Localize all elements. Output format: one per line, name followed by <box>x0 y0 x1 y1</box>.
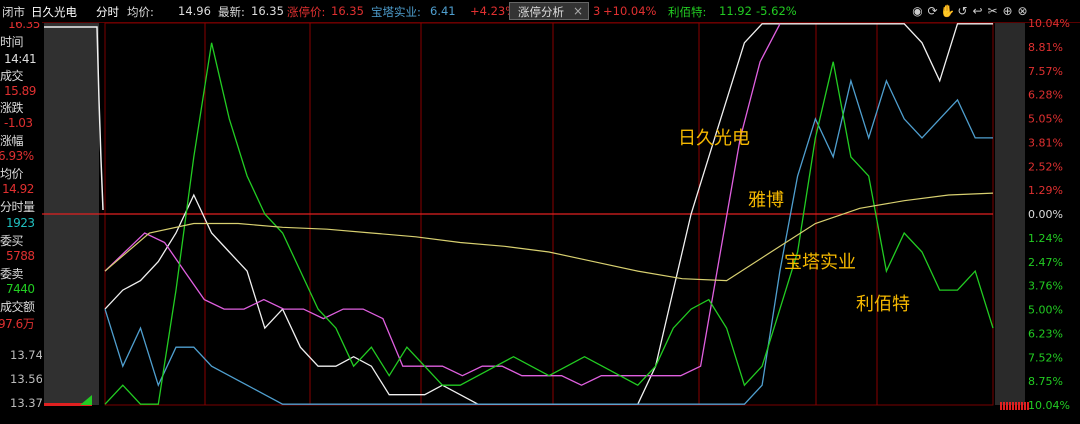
compare2-pct: +10.04% <box>603 4 657 18</box>
time-label: 时间 <box>0 35 24 49</box>
plus-icon[interactable]: ⊕ <box>1002 4 1013 18</box>
y-tick-right: 6.28% <box>1028 89 1063 102</box>
stock-name[interactable]: 日久光电 <box>31 5 77 19</box>
series-line <box>104 42 994 405</box>
volume-bar <box>1006 402 1008 410</box>
y-tick-left: 13.37 <box>10 396 42 410</box>
compare3-value: 11.92 <box>719 4 752 18</box>
limit-label: 涨停价: <box>287 5 326 19</box>
avg-value: 14.96 <box>178 4 211 18</box>
back-icon[interactable]: ↩ <box>972 4 983 18</box>
y-tick-right: 5.05% <box>1028 113 1063 126</box>
compare3-pct: -5.62% <box>756 4 797 18</box>
annotation-yabo: 雅博 <box>748 190 784 211</box>
volume-label: 分时量 <box>0 200 35 214</box>
volume-bar <box>1009 402 1011 410</box>
hand-icon[interactable]: ✋ <box>940 4 955 18</box>
undo-icon[interactable]: ↺ <box>957 4 968 18</box>
scissors-icon[interactable]: ✂ <box>987 4 998 18</box>
change-value: -1.03 <box>4 116 33 130</box>
y-tick-left: 13.74 <box>10 348 42 362</box>
compare1-value: 6.41 <box>430 4 456 18</box>
annotation-rijiu: 日久光电 <box>678 128 750 149</box>
pct-value: 6.93% <box>0 149 34 163</box>
price-top: 16.35 <box>8 22 40 31</box>
amount-value: 97.6万 <box>0 317 35 331</box>
compare2-fragment: 3 <box>593 4 601 18</box>
tab-label: 涨停分析 <box>518 5 564 19</box>
info-panel: 16.35 时间 14:41 成交 15.89 涨跌 -1.03 涨幅 6.93… <box>0 22 42 424</box>
avg-price-value: 14.92 <box>2 182 34 196</box>
volume-bar <box>1015 402 1017 410</box>
compare1-pct: +4.23% <box>470 4 517 18</box>
intro-line <box>44 26 104 211</box>
avg-label: 均价: <box>127 5 154 19</box>
series-line <box>104 78 993 405</box>
limit-value: 16.35 <box>331 4 364 18</box>
y-tick-right: 10.04% <box>1028 399 1070 412</box>
right-strip <box>995 23 1025 405</box>
compare1-name[interactable]: 宝塔实业: <box>371 5 421 19</box>
y-tick-right: 2.52% <box>1028 160 1063 173</box>
trade-label: 成交 <box>0 69 24 83</box>
tab-close-icon[interactable]: × <box>573 4 584 18</box>
volume-bar <box>1003 402 1005 410</box>
volume-bar <box>1021 402 1023 410</box>
volume-bar <box>1018 402 1020 410</box>
pct-label: 涨幅 <box>0 134 24 148</box>
close-icon[interactable]: ⊗ <box>1017 4 1028 18</box>
amount-label: 成交额 <box>0 300 35 314</box>
y-tick-right: 5.00% <box>1028 304 1063 317</box>
volume-bar <box>1024 402 1026 410</box>
y-tick-right: 1.24% <box>1028 232 1063 245</box>
toolbar-icons: ◉ ⟳ ✋ ↺ ↩ ✂ ⊕ ⊗ <box>910 4 1030 18</box>
y-tick-right: 6.23% <box>1028 327 1063 340</box>
compare3-name[interactable]: 利佰特: <box>668 5 707 19</box>
y-tick-right: 7.57% <box>1028 65 1063 78</box>
bid-label: 委买 <box>0 234 24 248</box>
annotation-baota: 宝塔实业 <box>784 252 856 273</box>
y-tick-right: 2.47% <box>1028 256 1063 269</box>
y-tick-right: 10.04% <box>1028 17 1070 30</box>
last-label: 最新: <box>218 5 245 19</box>
y-tick-right: 8.75% <box>1028 375 1063 388</box>
change-label: 涨跌 <box>0 101 24 115</box>
ask-value: 7440 <box>6 282 35 296</box>
annotation-libaite: 利佰特 <box>856 294 910 315</box>
series-line <box>104 192 994 282</box>
mode-label[interactable]: 分时 <box>96 5 119 19</box>
volume-bar <box>1000 402 1002 410</box>
tab-limit-analysis[interactable]: 涨停分析 × <box>509 2 589 20</box>
y-tick-right: 3.81% <box>1028 136 1063 149</box>
y-tick-right: 8.81% <box>1028 41 1063 54</box>
volume-value: 1923 <box>6 216 35 230</box>
last-value: 16.35 <box>251 4 284 18</box>
volume-bar <box>80 395 92 405</box>
title-bar: 闭市 日久光电 分时 均价: 14.96 最新: 16.35 涨停价: 16.3… <box>0 0 1080 23</box>
y-tick-right: 7.52% <box>1028 351 1063 364</box>
trade-value: 15.89 <box>4 84 36 98</box>
volume-bar <box>1027 402 1029 410</box>
volume-bar <box>1012 402 1014 410</box>
market-status: 闭市 <box>2 5 25 19</box>
volume-bar <box>44 403 92 406</box>
y-tick-right: 0.00% <box>1028 208 1063 221</box>
time-value: 14:41 <box>4 52 37 66</box>
bid-value: 5788 <box>6 249 35 263</box>
refresh-icon[interactable]: ⟳ <box>927 4 938 18</box>
eye-icon[interactable]: ◉ <box>912 4 923 18</box>
avg-price-label: 均价 <box>0 167 24 181</box>
y-tick-right: 3.76% <box>1028 280 1063 293</box>
y-tick-right: 1.29% <box>1028 184 1063 197</box>
ask-label: 委卖 <box>0 267 24 281</box>
y-tick-left: 13.56 <box>10 372 42 386</box>
series-line <box>104 23 781 386</box>
